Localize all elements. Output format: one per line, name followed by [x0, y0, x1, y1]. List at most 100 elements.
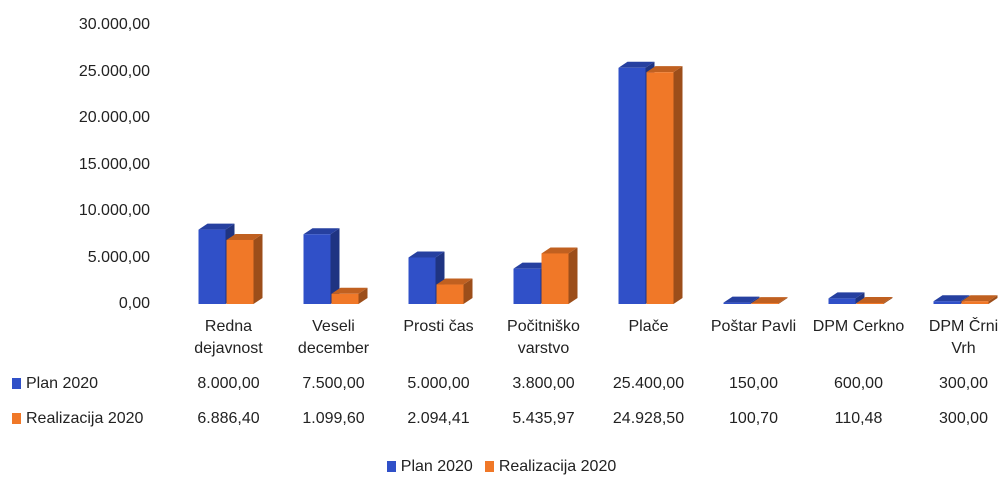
bar-side — [750, 296, 760, 304]
bar-top — [856, 296, 893, 303]
y-tick-label: 20.000,00 — [78, 109, 150, 126]
bar-top — [436, 278, 473, 285]
table-value: 7.500,00 — [302, 375, 365, 392]
bar — [751, 297, 788, 304]
legend-item: Plan 2020 — [386, 458, 473, 475]
x-tick-label: DPM Cerkno — [812, 318, 905, 335]
y-tick-label: 25.000,00 — [78, 62, 150, 80]
table-value: 100,70 — [729, 410, 778, 427]
table-swatch — [12, 413, 21, 424]
bar-front — [303, 234, 331, 304]
x-tick-label: Prosti čas — [403, 318, 474, 335]
table-value: 600,00 — [834, 375, 883, 392]
bar-side — [568, 247, 578, 304]
bar-side — [253, 233, 263, 304]
table-value: 5.435,97 — [512, 410, 575, 427]
bar-front — [646, 72, 674, 304]
bar — [856, 296, 893, 304]
bar-top — [303, 228, 340, 235]
bar-front — [618, 67, 646, 304]
table-row-label: Realizacija 2020 — [12, 408, 143, 430]
bar-top — [751, 297, 788, 304]
bar-top — [646, 66, 683, 73]
bar — [226, 233, 263, 304]
table-value: 5.000,00 — [407, 375, 470, 392]
bar — [723, 296, 760, 304]
bar-top — [933, 295, 970, 302]
table-swatch — [12, 378, 21, 389]
table-row-name: Realizacija 2020 — [26, 410, 144, 427]
bar — [828, 292, 865, 304]
bar-front — [541, 253, 569, 304]
bar-top — [828, 292, 865, 299]
bar-side — [358, 287, 368, 304]
bar-front — [828, 298, 856, 304]
bar-side — [883, 296, 893, 304]
bar-front — [226, 239, 254, 304]
bar — [961, 295, 998, 304]
bar-front — [513, 268, 541, 304]
legend-swatch — [484, 461, 494, 472]
bar-top — [226, 233, 263, 240]
legend: Plan 2020 Realizacija 2020 — [0, 456, 1003, 478]
y-tick-label: 15.000,00 — [78, 155, 150, 173]
table-value: 6.886,40 — [197, 410, 260, 427]
bar-side — [778, 297, 788, 304]
bar — [541, 247, 578, 304]
bar-top — [723, 296, 760, 303]
bar-front — [856, 302, 884, 304]
bar-front — [198, 229, 226, 304]
bar-top — [541, 247, 578, 254]
x-tick-label: Plače — [628, 318, 669, 335]
x-tick-label: Počitniško varstvo — [507, 318, 580, 357]
bar — [646, 66, 683, 304]
bar-side — [463, 278, 473, 304]
x-tick-label: Redna dejavnost — [194, 318, 263, 357]
bar-side — [855, 292, 865, 304]
table-value: 110,48 — [834, 410, 883, 427]
bar-top — [198, 223, 235, 230]
table-value: 8.000,00 — [197, 375, 260, 392]
table-value: 24.928,50 — [612, 410, 685, 427]
bar-top — [513, 262, 550, 269]
bar-top — [331, 287, 368, 294]
bar-front — [331, 293, 359, 304]
x-tick-label: DPM Črni Vrh — [928, 318, 999, 357]
table-value: 2.094,41 — [407, 410, 470, 427]
y-tick-label: 0,00 — [118, 295, 150, 312]
bar-front — [408, 257, 436, 304]
table-value: 300,00 — [939, 375, 988, 392]
bar-top — [961, 295, 998, 302]
y-tick-label: 30.000,00 — [78, 16, 150, 33]
x-tick-label: Veseli december — [297, 318, 370, 357]
bar — [331, 287, 368, 304]
bar — [436, 278, 473, 304]
bar-top — [408, 251, 445, 258]
y-tick-label: 10.000,00 — [78, 202, 150, 219]
bar-front — [751, 303, 779, 304]
table-value: 1.099,60 — [302, 410, 365, 427]
bar-side — [673, 66, 683, 304]
bar — [303, 228, 340, 304]
bar-side — [330, 228, 340, 304]
table-row-name: Plan 2020 — [26, 375, 99, 392]
legend-item: Realizacija 2020 — [484, 458, 617, 475]
table-value: 150,00 — [729, 375, 778, 392]
legend-label: Realizacija 2020 — [498, 458, 617, 475]
legend-swatch — [386, 461, 396, 472]
table-value: 25.400,00 — [612, 375, 685, 392]
legend-label: Plan 2020 — [400, 458, 473, 475]
y-tick-label: 5.000,00 — [87, 248, 150, 266]
table-row-label: Plan 2020 — [12, 373, 98, 395]
bar-front — [723, 302, 751, 304]
bar-front — [436, 284, 464, 304]
bar-side — [988, 295, 998, 304]
table-value: 3.800,00 — [512, 375, 575, 392]
bar-top — [618, 61, 655, 68]
bar-front — [933, 301, 961, 304]
x-tick-label: Poštar Pavli — [710, 318, 797, 335]
bar-front — [961, 301, 989, 304]
table-value: 300,00 — [939, 410, 988, 427]
